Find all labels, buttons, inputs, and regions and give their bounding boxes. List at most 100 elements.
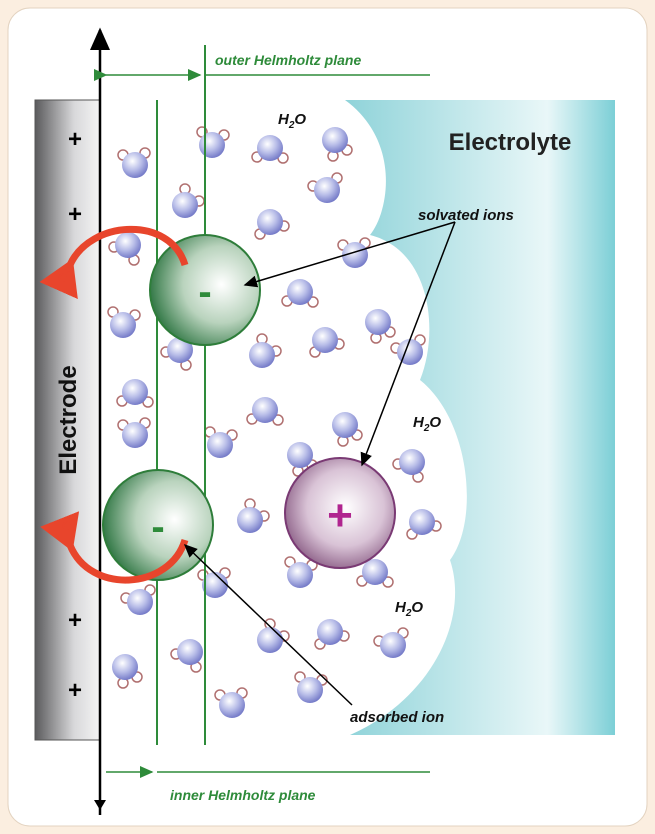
electrode-charge: + [68, 201, 82, 228]
oxygen [257, 209, 283, 235]
water [332, 412, 363, 447]
water [337, 237, 371, 268]
sup: - [71, 514, 75, 526]
sub: 2 [405, 608, 412, 619]
water [160, 337, 193, 371]
pointer [243, 221, 456, 288]
electron-label: e- [62, 514, 75, 534]
axis-arrow-bottom [94, 800, 106, 810]
water [214, 687, 248, 718]
water [307, 172, 343, 203]
electrode-charge: + [68, 677, 82, 704]
oxygen [297, 677, 323, 703]
o: O [429, 414, 441, 431]
pointer [183, 543, 353, 706]
water [237, 498, 270, 533]
water [284, 556, 318, 588]
water [254, 209, 290, 240]
electron-arrow [40, 511, 189, 584]
oxygen [257, 135, 283, 161]
h: H [413, 414, 425, 431]
oxygen [365, 309, 391, 335]
electrode-label: Electrode [55, 365, 82, 474]
electron-arrow [39, 225, 189, 300]
water [117, 417, 151, 448]
e: e [62, 517, 71, 534]
o: O [411, 599, 423, 616]
water [249, 333, 282, 368]
oxygen [362, 559, 388, 585]
water [117, 147, 151, 178]
oxygen [219, 692, 245, 718]
oxygen [167, 337, 193, 363]
water [365, 309, 396, 344]
water [314, 619, 350, 650]
oxygen [332, 412, 358, 438]
cation [284, 457, 396, 569]
water [356, 559, 394, 588]
oxygen [287, 279, 313, 305]
oxygen [317, 619, 343, 645]
oxygen [172, 192, 198, 218]
o: O [294, 111, 306, 128]
ion-sign: - [198, 270, 211, 314]
water-label: H2O [413, 414, 441, 434]
sub: 2 [423, 423, 430, 434]
electrode-charge: + [68, 607, 82, 634]
water [116, 379, 154, 408]
oxygen [409, 509, 435, 535]
water [197, 567, 231, 598]
oxygen [312, 327, 338, 353]
oxygen [202, 572, 228, 598]
oxygen [115, 232, 141, 258]
water [309, 327, 345, 358]
ion-sign: - [151, 505, 164, 549]
adsorbed-label: adsorbed ion [350, 709, 444, 726]
e: e [58, 269, 67, 286]
oxygen [380, 632, 406, 658]
electrolyte-label: Electrolyte [449, 129, 572, 156]
water-label: H2O [278, 111, 306, 131]
oxygen [257, 627, 283, 653]
water [406, 509, 442, 540]
oxygen [110, 312, 136, 338]
oxygen [322, 127, 348, 153]
anion-solvated [149, 234, 261, 346]
oxygen [122, 379, 148, 405]
water [246, 397, 284, 426]
water [172, 183, 205, 218]
pointer [360, 221, 456, 467]
water [108, 232, 141, 266]
oxygen [177, 639, 203, 665]
oxygen [287, 562, 313, 588]
solvated-label: solvated ions [418, 207, 514, 224]
oxygen [127, 589, 153, 615]
outer-plane-label: outer Helmholtz plane [215, 52, 361, 68]
sub: 2 [288, 120, 295, 131]
water [392, 449, 425, 483]
sup: - [67, 266, 71, 278]
water [120, 584, 156, 615]
oxygen [314, 177, 340, 203]
water [373, 627, 409, 658]
water [294, 671, 328, 703]
oxygen [287, 442, 313, 468]
water [251, 135, 289, 164]
oxygen [112, 654, 138, 680]
water [107, 306, 141, 338]
oxygen [397, 339, 423, 365]
oxygen [399, 449, 425, 475]
electrolyte-region [345, 100, 615, 735]
electrode-charge: + [68, 126, 82, 153]
oxygen [207, 432, 233, 458]
h: H [278, 111, 290, 128]
oxygen [122, 152, 148, 178]
water [170, 639, 203, 673]
oxygen [199, 132, 225, 158]
water [322, 127, 353, 162]
oxygen [249, 342, 275, 368]
ion-sign: + [327, 491, 353, 540]
oxygen [342, 242, 368, 268]
